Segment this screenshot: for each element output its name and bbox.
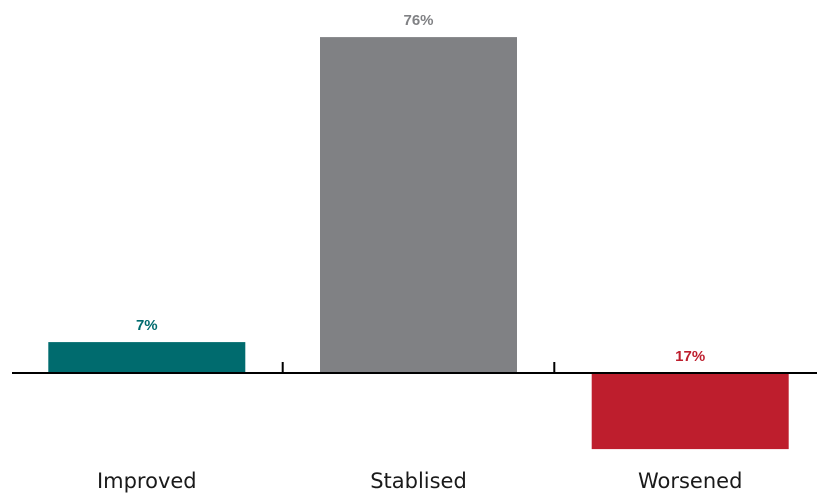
data-labels-layer: 7% 76% 17% <box>136 12 705 365</box>
bars-layer <box>48 37 789 450</box>
category-label-improved: Improved <box>97 469 197 493</box>
bar-stablised <box>320 37 517 373</box>
category-label-worsened: Worsened <box>638 469 742 493</box>
data-label-improved: 7% <box>136 317 158 334</box>
category-label-stablised: Stablised <box>370 469 467 493</box>
bar-worsened <box>591 374 789 450</box>
data-label-stablised: 76% <box>403 12 433 29</box>
bar-improved <box>48 342 246 373</box>
category-labels-layer: Improved Stablised Worsened <box>97 469 742 493</box>
axis-layer <box>12 362 817 374</box>
data-label-worsened: 17% <box>675 348 705 365</box>
